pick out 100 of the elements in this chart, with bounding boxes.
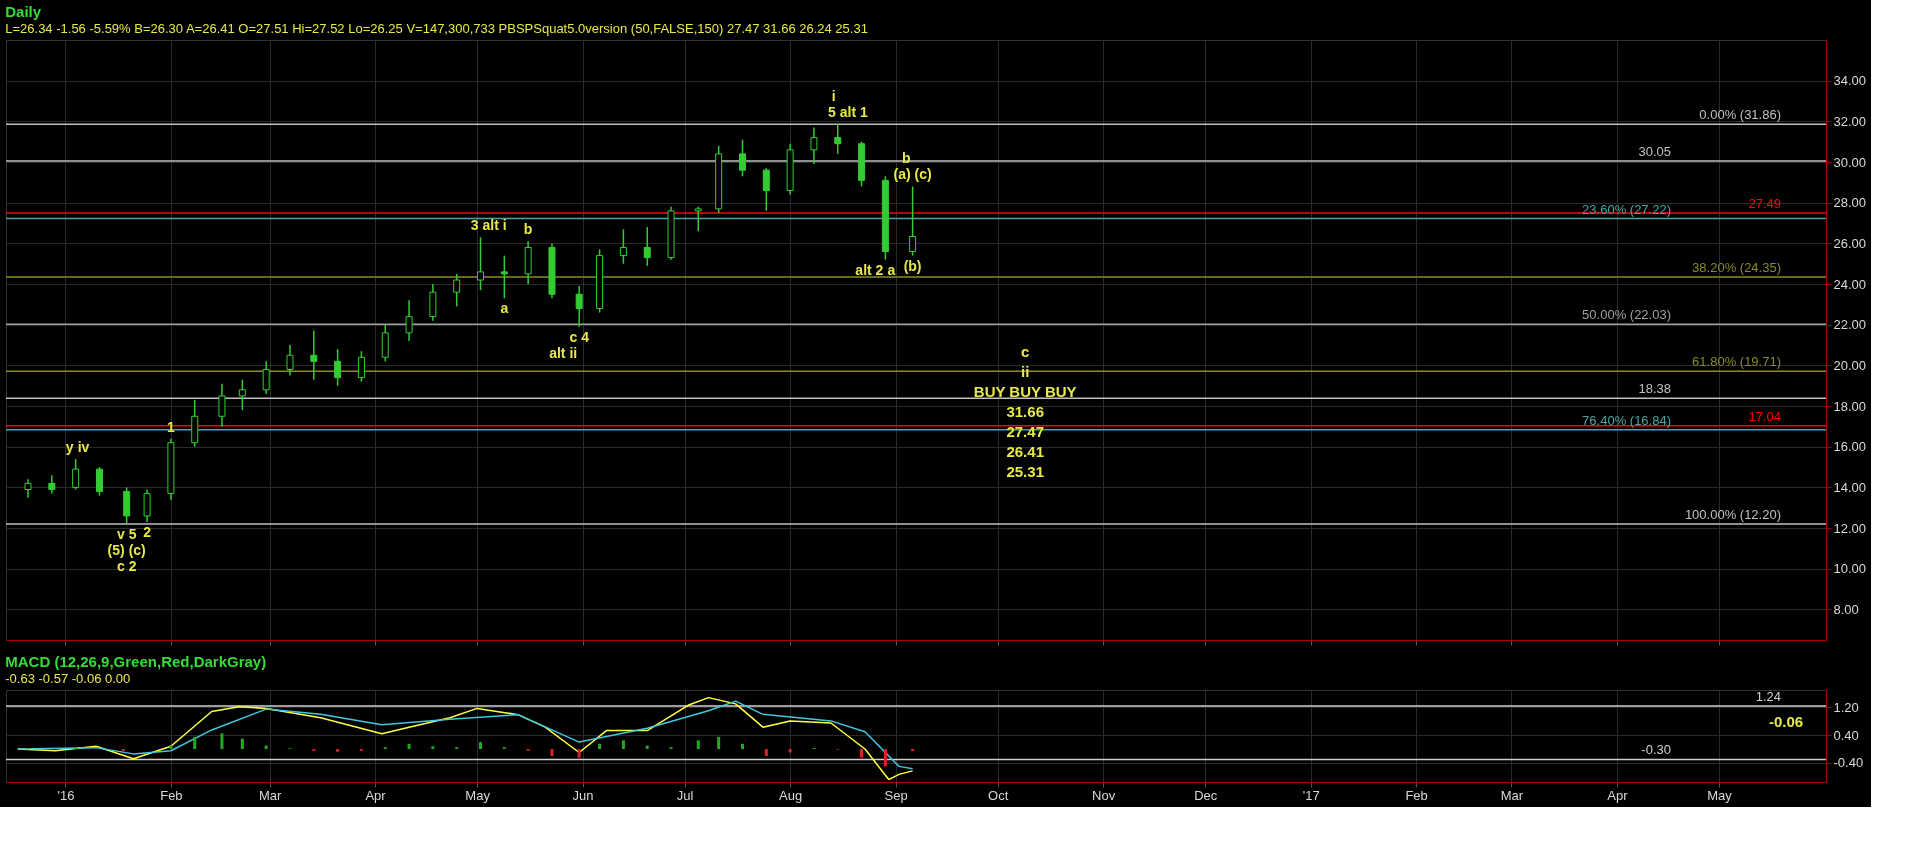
candlestick — [72, 458, 80, 491]
annotation: 25.31 — [1006, 463, 1044, 480]
ref-line-label: 76.40% (16.84) — [1582, 412, 1671, 428]
annotation: alt i — [482, 217, 507, 234]
ref-line-label: -0.30 — [1641, 742, 1671, 758]
annotation: c — [116, 558, 125, 575]
y-tick-label: 10.00 — [1833, 561, 1867, 577]
candlestick — [738, 138, 746, 178]
annotation: 4 — [581, 328, 590, 345]
x-tick-label: Aug — [779, 787, 803, 803]
candlestick — [453, 273, 461, 308]
bar — [193, 736, 197, 750]
bar — [860, 749, 864, 758]
annotation: -0.06 — [1768, 713, 1804, 731]
candlestick — [24, 478, 32, 499]
candlestick — [909, 185, 917, 257]
y-tick-label: 8.00 — [1833, 601, 1859, 617]
annotation: (c) — [914, 166, 932, 183]
y-tick-label: 22.00 — [1833, 317, 1867, 333]
candlestick — [238, 378, 246, 411]
candlestick — [500, 254, 508, 300]
bar — [911, 749, 915, 752]
ref-line-label: 17.04 — [1748, 408, 1781, 424]
annotation: c — [569, 328, 578, 345]
bar — [740, 743, 744, 750]
annotation: a — [887, 261, 896, 278]
candlestick — [643, 226, 651, 267]
bar — [407, 743, 411, 750]
chart-subtitle: L=26.34 -1.56 -5.59% B=26.30 A=26.41 O=27.51 Hi=27.52 Lo=26.25 V=147,300,733 PBSPSquat5.0version (50,FALSE,150) 27.47 31.66 26.24 25.31 — [5, 21, 868, 36]
y-tick-label: 32.00 — [1833, 113, 1867, 129]
y-tick-label: 28.00 — [1833, 195, 1867, 211]
bar — [240, 738, 244, 750]
bar — [431, 746, 435, 750]
x-tick-label: Apr — [1607, 787, 1629, 803]
annotation: a — [500, 300, 509, 317]
x-tick-label: '17 — [1302, 787, 1320, 803]
chart-title: MACD (12,26,9,Green,Red,DarkGray) — [5, 653, 267, 670]
ref-line-label: 50.00% (22.03) — [1582, 307, 1671, 323]
candlestick — [95, 466, 103, 497]
y-tick-label: 0.40 — [1833, 727, 1859, 743]
x-tick-label: Mar — [1500, 787, 1524, 803]
x-tick-label: Jul — [676, 787, 694, 803]
annotation: BUY BUY BUY — [973, 383, 1077, 400]
ref-line-label: 18.38 — [1638, 381, 1671, 397]
ref-line-label: 0.00% (31.86) — [1699, 107, 1781, 123]
bar — [220, 733, 224, 750]
ref-line-label: 1.24 — [1755, 688, 1781, 704]
candlestick — [334, 348, 342, 387]
candlestick — [357, 350, 365, 383]
ref-line-label: 100.00% (12.20) — [1684, 507, 1781, 523]
y-tick-label: 1.20 — [1833, 699, 1859, 715]
x-tick-label: Mar — [258, 787, 282, 803]
candlestick — [286, 344, 294, 377]
candlestick — [810, 126, 818, 165]
x-tick-label: Feb — [160, 787, 183, 803]
annotation: b — [523, 221, 533, 238]
x-tick-label: Oct — [988, 787, 1009, 803]
bar — [479, 742, 483, 750]
candlestick — [834, 123, 842, 155]
annotation: alt 2 — [855, 261, 884, 278]
ref-line-label: 30.05 — [1638, 144, 1671, 160]
x-tick-label: May — [1707, 787, 1733, 803]
annotation: 5 — [128, 526, 137, 543]
candlestick — [694, 206, 702, 232]
annotation: c — [1021, 343, 1030, 360]
bar — [550, 749, 554, 756]
annotation: 5 — [827, 104, 836, 121]
x-tick-label: Jun — [572, 787, 594, 803]
bar — [336, 749, 340, 752]
annotation: alt 1 — [839, 104, 868, 121]
annotation: 26.41 — [1006, 443, 1044, 460]
candlestick — [143, 488, 151, 523]
bar — [717, 736, 721, 750]
candlestick — [477, 236, 485, 291]
candlestick — [262, 360, 270, 395]
candlestick — [218, 382, 226, 428]
y-tick-label: 34.00 — [1833, 73, 1867, 89]
bar — [696, 740, 700, 750]
y-tick-label: -0.40 — [1833, 755, 1864, 771]
annotation: (a) — [893, 166, 911, 183]
annotation: i — [831, 88, 836, 105]
bar — [598, 743, 602, 750]
x-tick-label: '16 — [57, 787, 75, 803]
ref-line-label: 38.20% (24.35) — [1692, 259, 1781, 275]
candlestick — [575, 285, 583, 328]
annotation: 31.66 — [1006, 403, 1044, 420]
y-tick-label: 30.00 — [1833, 154, 1867, 170]
annotation: 2 — [143, 524, 152, 541]
annotation: (5) — [107, 542, 125, 559]
annotation: v — [116, 526, 125, 543]
ref-line-label: 27.49 — [1748, 196, 1781, 212]
candlestick — [405, 299, 413, 342]
y-tick-label: 20.00 — [1833, 357, 1867, 373]
bar — [264, 745, 268, 750]
candlestick — [310, 330, 318, 381]
line-series — [17, 700, 914, 770]
annotation: (b) — [903, 257, 922, 274]
annotation: 3 — [470, 217, 479, 234]
annotation: iv — [77, 438, 90, 455]
y-tick-label: 24.00 — [1833, 276, 1867, 292]
